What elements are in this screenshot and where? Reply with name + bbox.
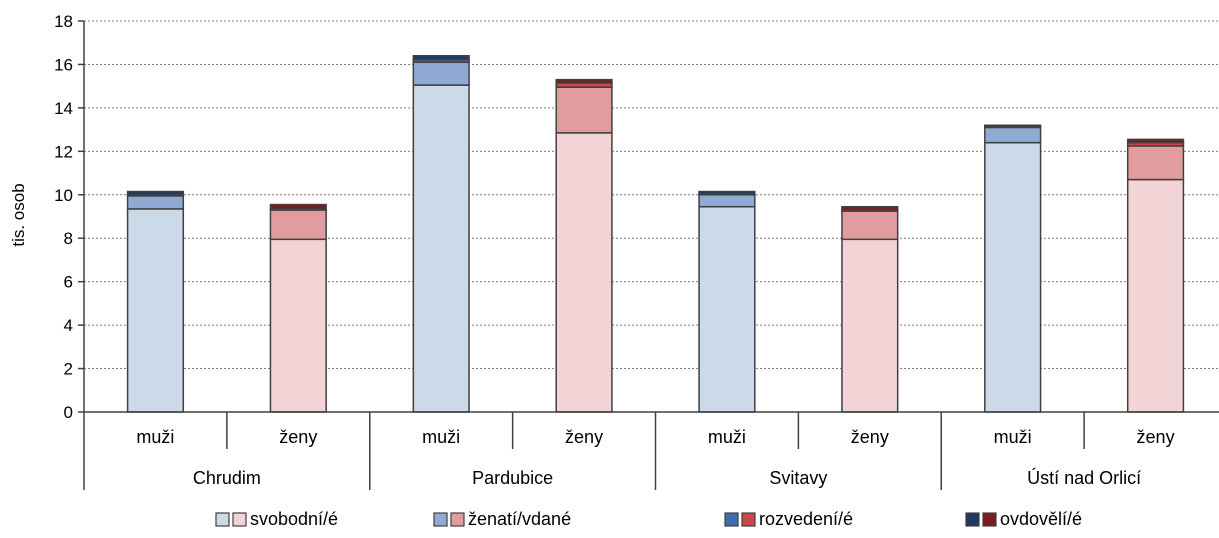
- x-subcategory-label: ženy: [851, 427, 889, 447]
- y-tick-label: 8: [64, 229, 73, 248]
- bar-segment: [126, 195, 185, 210]
- bar-segment: [269, 203, 327, 210]
- legend-item: rozvedení/é: [724, 509, 853, 529]
- legend-item: svobodní/é: [215, 509, 338, 529]
- legend-swatch-female: [232, 512, 247, 527]
- legend-swatch-male: [724, 512, 739, 527]
- y-tick-labels: 0 2 4 6 8 10 12 14 16 18: [54, 12, 73, 422]
- bar-segment: [698, 194, 756, 208]
- x-group-label: Ústí nad Orlicí: [1027, 467, 1141, 488]
- y-tick-label: 4: [64, 316, 73, 335]
- legend-label: svobodní/é: [250, 509, 338, 529]
- y-tick-label: 2: [64, 360, 73, 379]
- legend-swatch-male: [433, 512, 448, 527]
- bar-segment: [841, 238, 899, 413]
- x-subcategory-label: muži: [994, 427, 1032, 447]
- x-category-labels: muži ženy Chrudim muži ženy Pardubice muži ženy…: [136, 427, 1174, 488]
- bar-segment: [1126, 138, 1185, 144]
- y-tick-label: 0: [64, 403, 73, 422]
- legend-swatch-male: [215, 512, 230, 527]
- bar-segment: [412, 84, 470, 413]
- legend-label: ovdovělí/é: [1000, 509, 1082, 529]
- y-tick-label: 18: [54, 12, 73, 31]
- bar-segment: [555, 132, 613, 413]
- bar-segment: [269, 209, 327, 241]
- legend-item: ovdovělí/é: [965, 509, 1082, 529]
- legend-swatch-female: [982, 512, 997, 527]
- y-tick-label: 6: [64, 273, 73, 292]
- bar-segment: [412, 55, 470, 61]
- bar-segment: [984, 141, 1042, 413]
- y-tick-label: 14: [54, 99, 73, 118]
- y-tick-label: 10: [54, 186, 73, 205]
- bar-segment: [555, 86, 613, 134]
- y-axis-title: tis. osob: [9, 183, 28, 246]
- axes: [78, 20, 1219, 490]
- legend: svobodní/é ženatí/vdané rozvedení/é ovdověl…: [215, 509, 1082, 529]
- bar-segment: [698, 205, 756, 413]
- x-subcategory-label: muži: [708, 427, 746, 447]
- legend-item: ženatí/vdané: [433, 509, 571, 529]
- x-subcategory-label: muži: [422, 427, 460, 447]
- legend-label: rozvedení/é: [759, 509, 853, 529]
- legend-swatch-female: [450, 512, 465, 527]
- bar-segment: [841, 205, 899, 211]
- x-subcategory-label: ženy: [565, 427, 603, 447]
- x-group-label: Pardubice: [472, 468, 553, 488]
- x-subcategory-label: ženy: [1137, 427, 1175, 447]
- bar-segment: [698, 190, 756, 195]
- y-tick-label: 16: [54, 55, 73, 74]
- x-group-label: Svitavy: [769, 468, 827, 488]
- bar-segment: [984, 126, 1042, 144]
- bars: [126, 55, 1185, 413]
- bar-segment: [126, 208, 185, 413]
- bar-segment: [412, 61, 470, 86]
- legend-label: ženatí/vdané: [468, 509, 571, 529]
- x-subcategory-label: ženy: [279, 427, 317, 447]
- bar-segment: [555, 78, 613, 84]
- bar-segment: [1126, 178, 1185, 413]
- legend-swatch-male: [965, 512, 980, 527]
- x-subcategory-label: muži: [136, 427, 174, 447]
- bar-segment: [269, 238, 327, 413]
- bar-segment: [126, 190, 185, 196]
- bar-segment: [984, 124, 1042, 128]
- gridlines: [84, 20, 1219, 370]
- x-group-label: Chrudim: [193, 468, 261, 488]
- bar-segment: [841, 210, 899, 241]
- legend-swatch-female: [741, 512, 756, 527]
- bar-segment: [1126, 145, 1185, 181]
- y-tick-label: 12: [54, 142, 73, 161]
